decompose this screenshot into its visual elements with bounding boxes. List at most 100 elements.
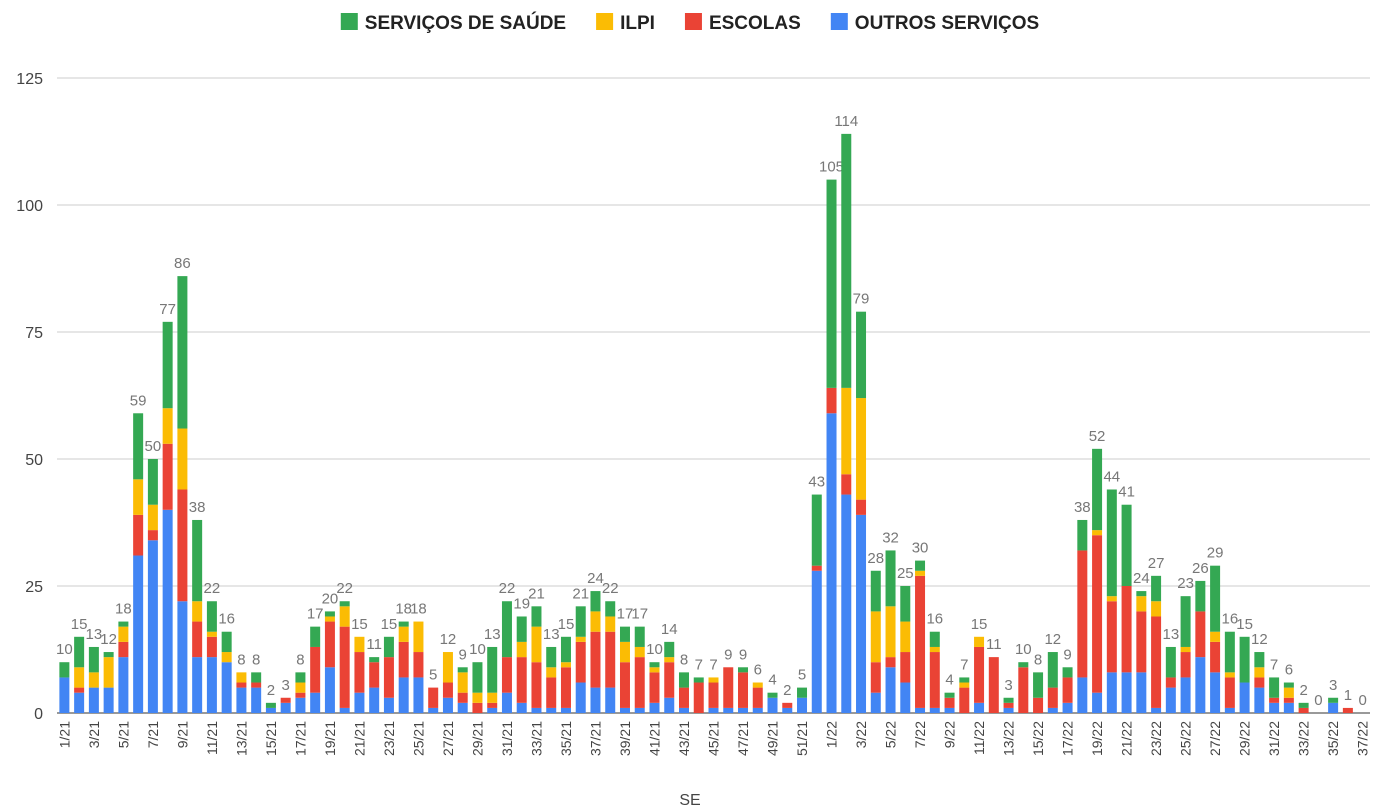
bar-segment xyxy=(162,443,173,510)
bar-segment xyxy=(1077,519,1088,551)
x-tick-label: 37/22 xyxy=(1355,721,1371,756)
total-label: 4 xyxy=(945,672,953,689)
total-label: 1 xyxy=(1344,687,1352,704)
bar-segment xyxy=(1224,631,1235,673)
bar-segment xyxy=(487,646,498,693)
x-tick-label: 15/22 xyxy=(1030,721,1046,756)
total-label: 44 xyxy=(1103,468,1120,485)
bar-segment xyxy=(1298,707,1309,713)
bar-segment xyxy=(1283,702,1294,713)
bar-segment xyxy=(251,682,262,688)
bar-segment xyxy=(265,702,276,708)
total-label: 9 xyxy=(739,646,747,663)
total-label: 9 xyxy=(1063,646,1071,663)
bar-segment xyxy=(1283,682,1294,688)
total-label: 5 xyxy=(798,667,806,684)
y-tick-label: 75 xyxy=(25,325,43,342)
bar-segment xyxy=(472,662,483,693)
bar-segment xyxy=(103,652,114,658)
bar-segment xyxy=(1151,707,1162,713)
bar-segment xyxy=(1003,702,1014,708)
total-label: 12 xyxy=(100,631,117,648)
bar-segment xyxy=(369,687,380,713)
bar-segment xyxy=(1106,596,1117,602)
bar-segment xyxy=(59,662,70,678)
bar-segment xyxy=(723,707,734,713)
bar-segment xyxy=(708,707,719,713)
bar-segment xyxy=(959,682,970,688)
bar-segment xyxy=(324,616,335,622)
bar-segment xyxy=(1151,616,1162,708)
bar-segment xyxy=(413,621,424,653)
total-label: 14 xyxy=(661,621,678,638)
total-label: 18 xyxy=(410,601,427,618)
bar-segment xyxy=(280,697,291,703)
bar-segment xyxy=(118,626,129,642)
bar-segment xyxy=(929,631,940,647)
y-tick-label: 100 xyxy=(16,198,43,215)
bar-segment xyxy=(900,586,911,622)
total-label: 5 xyxy=(429,667,437,684)
x-tick-label: 13/22 xyxy=(1001,721,1017,756)
bar-segment xyxy=(531,662,542,708)
total-label: 13 xyxy=(86,626,103,643)
x-tick-label: 25/21 xyxy=(410,721,426,756)
x-tick-label: 51/21 xyxy=(794,721,810,756)
total-label: 8 xyxy=(680,651,688,668)
bar-segment xyxy=(1047,687,1058,708)
x-tick-label: 1/21 xyxy=(56,721,72,748)
bar-segment xyxy=(856,514,867,713)
bar-segment xyxy=(664,662,675,698)
bar-segment xyxy=(929,707,940,713)
bar-segment xyxy=(797,687,808,698)
total-label: 8 xyxy=(237,651,245,668)
bar-segment xyxy=(546,646,557,668)
total-label: 114 xyxy=(834,113,858,130)
total-label: 30 xyxy=(912,540,929,557)
bar-segment xyxy=(752,687,763,708)
bar-segment xyxy=(1283,687,1294,698)
bar-segment xyxy=(1224,677,1235,708)
bar-segment xyxy=(1269,702,1280,713)
bar-segment xyxy=(1224,707,1235,713)
x-tick-label: 23/21 xyxy=(381,721,397,756)
bar-segment xyxy=(1165,646,1176,678)
bar-segment xyxy=(915,707,926,713)
legend-swatch xyxy=(830,13,848,30)
bar-segment xyxy=(767,697,778,713)
total-label: 10 xyxy=(469,641,486,658)
bar-segment xyxy=(738,672,749,708)
bar-segment xyxy=(398,677,409,713)
total-label: 0 xyxy=(1358,692,1366,709)
bar-segment xyxy=(487,692,498,703)
bar-segment xyxy=(133,514,144,556)
total-label: 25 xyxy=(897,565,914,582)
bar-segment xyxy=(428,707,439,713)
bar-segment xyxy=(236,687,247,713)
bar-segment xyxy=(74,667,85,688)
bar-segment xyxy=(354,652,365,693)
bar-segment xyxy=(428,687,439,708)
bar-segment xyxy=(974,646,985,703)
bar-segment xyxy=(236,672,247,683)
bar-segment xyxy=(826,179,837,388)
bar-segment xyxy=(1136,672,1147,713)
bar-segment xyxy=(1003,707,1014,713)
bar-segment xyxy=(678,707,689,713)
bar-segment xyxy=(531,626,542,663)
bar-segment xyxy=(457,672,468,693)
bar-segment xyxy=(619,662,630,708)
bar-segment xyxy=(339,601,350,607)
bar-segment xyxy=(1047,707,1058,713)
bar-segment xyxy=(1092,448,1103,531)
x-tick-label: 33/22 xyxy=(1296,721,1312,756)
bar-segment xyxy=(1328,697,1339,703)
bar-segment xyxy=(369,662,380,688)
bar-segment xyxy=(1092,692,1103,713)
total-label: 10 xyxy=(1015,641,1032,658)
bar-segment xyxy=(560,667,571,708)
bar-segment xyxy=(531,707,542,713)
bar-segment xyxy=(590,611,601,632)
bar-segment xyxy=(310,692,321,713)
